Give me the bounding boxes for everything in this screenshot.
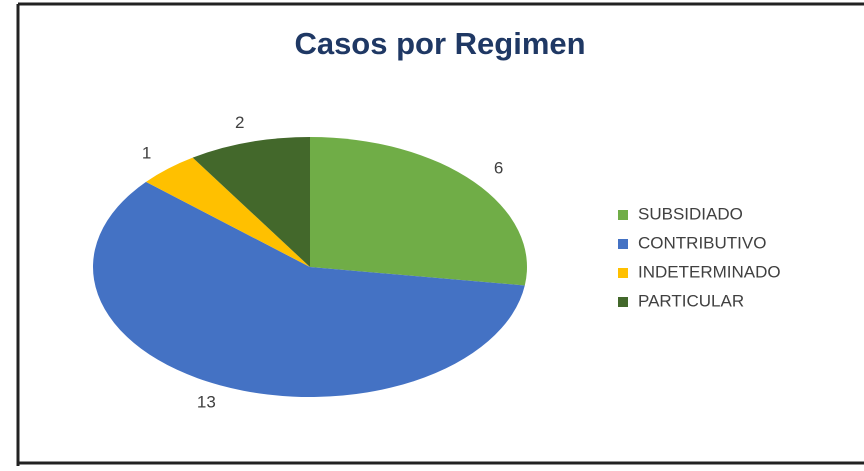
legend-label: CONTRIBUTIVO	[638, 233, 766, 252]
legend-label: PARTICULAR	[638, 291, 744, 310]
data-label: 2	[235, 113, 244, 132]
legend-label: SUBSIDIADO	[638, 204, 743, 223]
pie-slice	[92, 181, 525, 397]
pie-slice	[192, 137, 310, 267]
data-label: 1	[142, 143, 151, 162]
chart-title: Casos por Regimen	[294, 26, 585, 61]
data-label: 13	[197, 392, 216, 411]
legend-swatch	[618, 297, 628, 307]
data-label: 6	[494, 159, 503, 178]
pie-slice	[310, 137, 527, 286]
pie-slice	[146, 157, 310, 267]
legend-swatch	[618, 210, 628, 220]
legend-swatch	[618, 268, 628, 278]
legend-swatch	[618, 239, 628, 249]
legend-label: INDETERMINADO	[638, 262, 781, 281]
